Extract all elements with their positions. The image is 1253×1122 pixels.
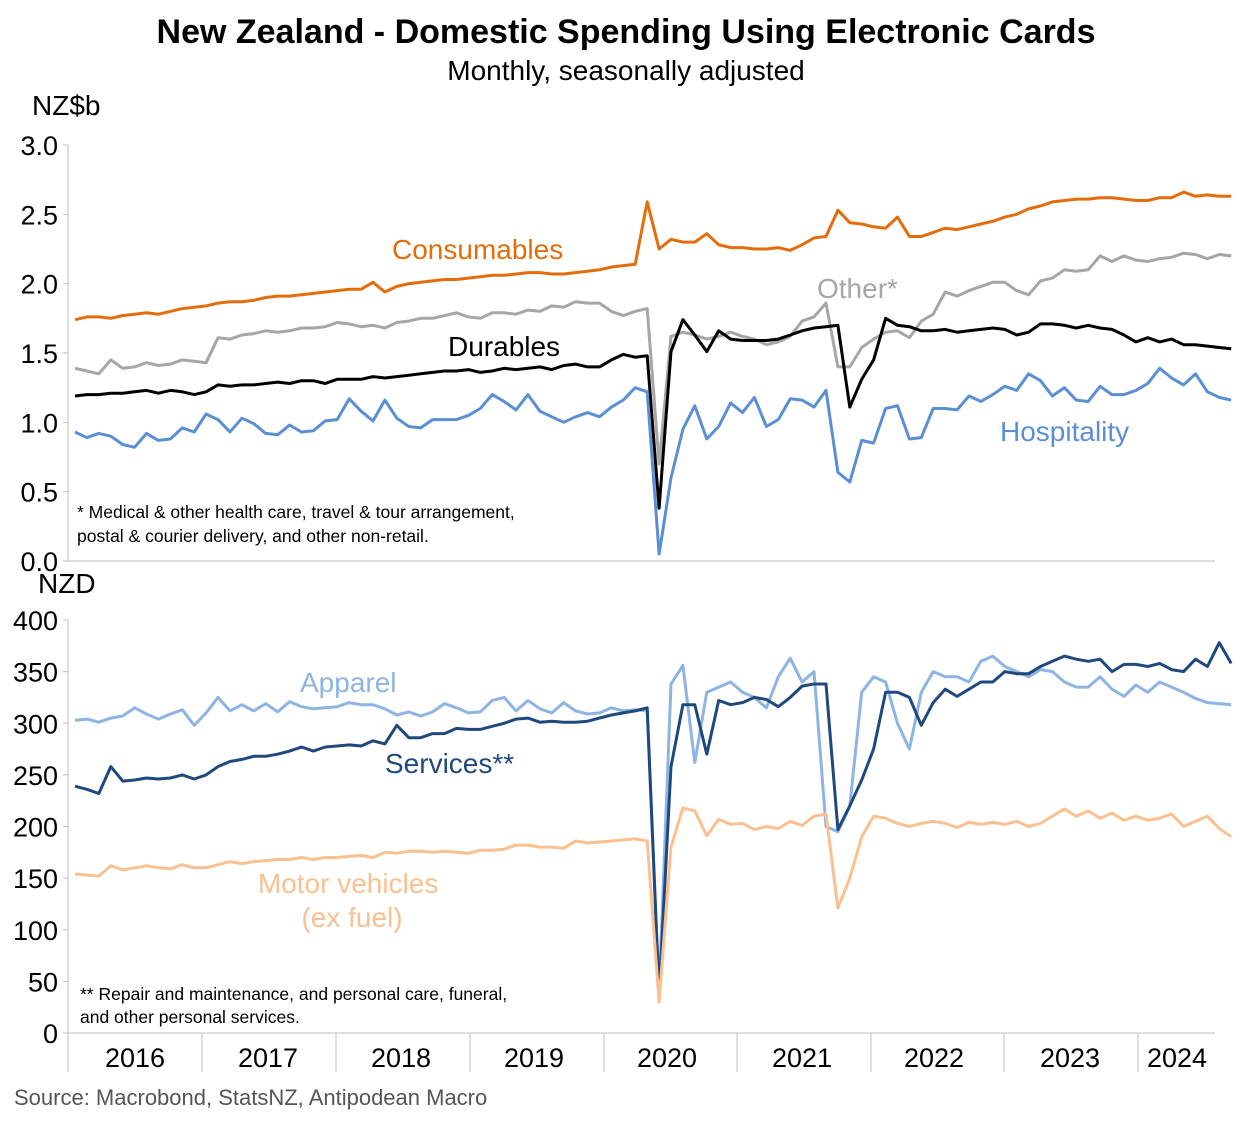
top-y-tick-label: 0.5	[20, 478, 58, 508]
series-label-hospitality: Hospitality	[1000, 416, 1129, 447]
series-line-services	[74, 641, 1233, 997]
top-y-tick-label: 3.0	[20, 131, 58, 161]
bottom-y-tick-label: 400	[13, 606, 58, 636]
series-line-durables	[74, 316, 1232, 510]
series-line-hospitality	[74, 366, 1232, 556]
top-y-tick-label: 2.0	[20, 270, 58, 300]
series-label-other: Other*	[817, 273, 898, 304]
bottom-y-tick-label: 200	[13, 813, 58, 843]
top-y-tick-label: 2.5	[20, 200, 58, 230]
source-note: Source: Macrobond, StatsNZ, Antipodean M…	[14, 1085, 487, 1110]
series-label-motor-vehicles: Motor vehicles (ex fuel)	[258, 868, 446, 933]
chart-title: New Zealand - Domestic Spending Using El…	[157, 13, 1096, 51]
bottom-y-tick-label: 150	[13, 864, 58, 894]
bottom-y-tick-label: 350	[13, 658, 58, 688]
top-footnote-line-2: postal & courier delivery, and other non…	[77, 526, 429, 546]
bottom-y-tick-label: 300	[13, 709, 58, 739]
x-tick-label-2023: 2023	[1040, 1043, 1100, 1073]
x-tick-label-2022: 2022	[904, 1043, 964, 1073]
series-line-other	[74, 251, 1232, 466]
x-tick-label-2020: 2020	[637, 1043, 697, 1073]
bottom-y-tick-label: 50	[28, 967, 58, 997]
top-panel: NZ$b 0.0 0.5 1.0 1.5 2.0 2.5 3.0 * Medical & o…	[20, 90, 1232, 577]
top-y-tick-label: 1.5	[20, 339, 58, 369]
chart-subtitle: Monthly, seasonally adjusted	[447, 55, 804, 86]
bottom-y-tick-label: 0	[43, 1019, 58, 1049]
x-tick-label-2019: 2019	[504, 1043, 564, 1073]
bottom-footnote-line-1: ** Repair and maintenance, and personal …	[80, 984, 507, 1004]
series-label-consumables: Consumables	[392, 234, 563, 265]
bottom-y-tick-label: 250	[13, 761, 58, 791]
x-tick-label-2021: 2021	[772, 1043, 832, 1073]
series-line-motor-vehicles-ex-fuel	[74, 806, 1233, 1004]
series-label-durables: Durables	[448, 331, 560, 362]
top-unit-label: NZ$b	[32, 90, 100, 121]
top-y-tick-label: 0.0	[20, 547, 58, 577]
bottom-unit-label: NZD	[38, 568, 96, 599]
series-label-services: Services**	[385, 748, 514, 779]
bottom-footnote-line-2: and other personal services.	[80, 1007, 300, 1027]
series-label-apparel: Apparel	[300, 667, 397, 698]
x-tick-label-2024: 2024	[1147, 1043, 1207, 1073]
series-line-consumables	[74, 190, 1232, 322]
bottom-panel: NZD 0 50 100 150 200 250 300 350 400 ** Repair a…	[13, 568, 1233, 1049]
x-tick-label-2017: 2017	[238, 1043, 298, 1073]
x-tick-label-2018: 2018	[371, 1043, 431, 1073]
top-y-tick-label: 1.0	[20, 408, 58, 438]
x-tick-label-2016: 2016	[105, 1043, 165, 1073]
bottom-y-tick-label: 100	[13, 916, 58, 946]
top-footnote-line-1: * Medical & other health care, travel & …	[77, 502, 515, 522]
